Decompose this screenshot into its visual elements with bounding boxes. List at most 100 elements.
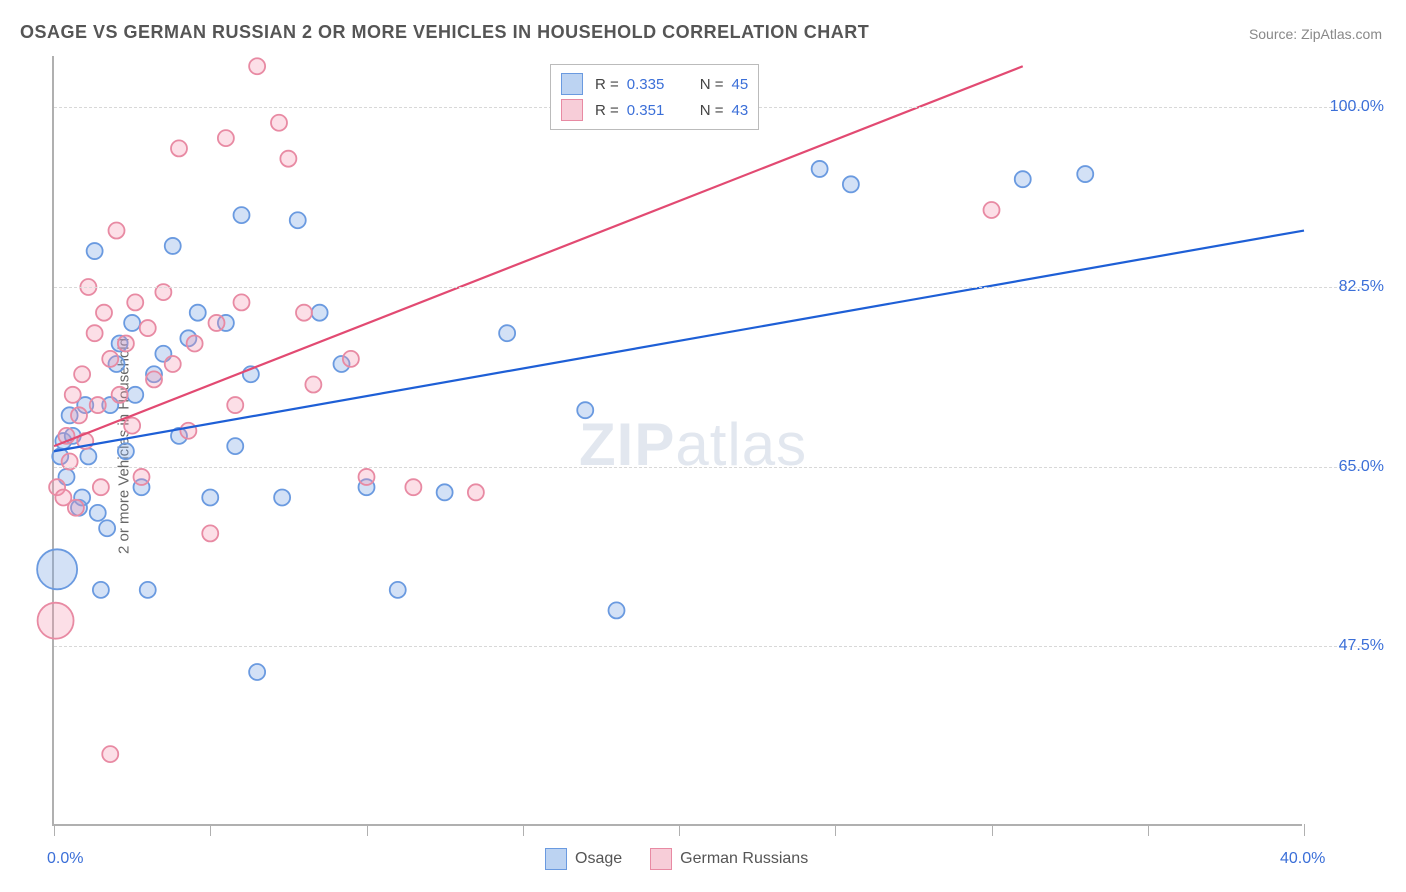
data-point (127, 294, 143, 310)
data-point (165, 238, 181, 254)
y-tick-label: 65.0% (1339, 458, 1384, 476)
gridline (54, 646, 1362, 647)
data-point (90, 397, 106, 413)
legend-item: Osage (545, 848, 622, 870)
data-point (96, 305, 112, 321)
data-point (118, 443, 134, 459)
r-label: R = (595, 76, 619, 93)
data-point (124, 315, 140, 331)
data-point (312, 305, 328, 321)
y-tick-label: 47.5% (1339, 637, 1384, 655)
n-value: 45 (732, 76, 749, 93)
data-point (343, 351, 359, 367)
series-legend: Osage German Russians (545, 848, 808, 870)
r-label: R = (595, 102, 619, 119)
y-tick-label: 100.0% (1330, 98, 1384, 116)
source-attribution: Source: ZipAtlas.com (1249, 26, 1382, 42)
data-point (984, 202, 1000, 218)
data-point (296, 305, 312, 321)
correlation-chart: OSAGE VS GERMAN RUSSIAN 2 OR MORE VEHICL… (0, 0, 1406, 892)
data-point (218, 130, 234, 146)
legend-series-name: Osage (575, 850, 622, 868)
data-point (71, 407, 87, 423)
x-tick (210, 824, 211, 836)
data-point (437, 484, 453, 500)
x-tick (54, 824, 55, 836)
data-point (1077, 166, 1093, 182)
data-point (305, 377, 321, 393)
data-point (146, 371, 162, 387)
legend-swatch (561, 73, 583, 95)
data-point (249, 664, 265, 680)
chart-title: OSAGE VS GERMAN RUSSIAN 2 OR MORE VEHICL… (20, 22, 869, 43)
r-value: 0.335 (627, 76, 682, 93)
data-point (359, 469, 375, 485)
data-point (140, 582, 156, 598)
data-point-large (37, 549, 77, 589)
data-point (249, 58, 265, 74)
stats-legend-row: R =0.335N =45 (561, 71, 748, 97)
data-point (99, 520, 115, 536)
data-point (390, 582, 406, 598)
x-tick (992, 824, 993, 836)
plot-area: ZIPatlas 47.5%65.0%82.5%100.0% (52, 56, 1302, 826)
data-point (234, 207, 250, 223)
data-point (134, 469, 150, 485)
x-tick (1148, 824, 1149, 836)
data-point (87, 243, 103, 259)
data-point (577, 402, 593, 418)
data-point (187, 335, 203, 351)
plot-svg (54, 56, 1304, 826)
data-point (140, 320, 156, 336)
trend-line (54, 231, 1304, 452)
legend-item: German Russians (650, 848, 808, 870)
data-point (93, 582, 109, 598)
x-tick (679, 824, 680, 836)
data-point (90, 505, 106, 521)
n-label: N = (700, 102, 724, 119)
data-point (209, 315, 225, 331)
x-tick-label-start: 0.0% (47, 850, 83, 868)
trend-line (54, 66, 1023, 446)
data-point-large (38, 603, 74, 639)
x-tick-label-end: 40.0% (1280, 850, 1325, 868)
stats-legend: R =0.335N =45R =0.351N =43 (550, 64, 759, 130)
data-point (812, 161, 828, 177)
gridline (54, 467, 1362, 468)
data-point (227, 397, 243, 413)
data-point (112, 387, 128, 403)
y-tick-label: 82.5% (1339, 278, 1384, 296)
data-point (280, 151, 296, 167)
data-point (80, 448, 96, 464)
data-point (271, 115, 287, 131)
data-point (93, 479, 109, 495)
data-point (202, 489, 218, 505)
data-point (74, 366, 90, 382)
r-value: 0.351 (627, 102, 682, 119)
gridline (54, 287, 1362, 288)
data-point (124, 418, 140, 434)
data-point (87, 325, 103, 341)
data-point (190, 305, 206, 321)
data-point (165, 356, 181, 372)
legend-series-name: German Russians (680, 850, 808, 868)
data-point (468, 484, 484, 500)
stats-legend-row: R =0.351N =43 (561, 97, 748, 123)
data-point (202, 525, 218, 541)
x-tick (523, 824, 524, 836)
legend-swatch (561, 99, 583, 121)
x-tick (367, 824, 368, 836)
data-point (102, 746, 118, 762)
data-point (227, 438, 243, 454)
data-point (127, 387, 143, 403)
data-point (499, 325, 515, 341)
x-tick (1304, 824, 1305, 836)
data-point (118, 335, 134, 351)
data-point (290, 212, 306, 228)
data-point (68, 500, 84, 516)
data-point (109, 223, 125, 239)
x-tick (835, 824, 836, 836)
data-point (405, 479, 421, 495)
data-point (234, 294, 250, 310)
legend-swatch (545, 848, 567, 870)
